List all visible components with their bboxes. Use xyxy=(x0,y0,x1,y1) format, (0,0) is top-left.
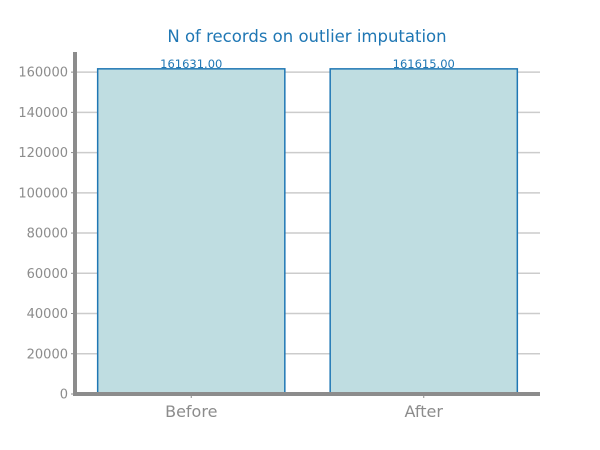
ytick-label: 0 xyxy=(60,388,68,403)
ytick-label: 60000 xyxy=(27,267,68,282)
xtick-label: After xyxy=(405,402,444,421)
ytick-label: 80000 xyxy=(27,227,68,242)
ytick-label: 40000 xyxy=(27,307,68,322)
xtick-label: Before xyxy=(165,402,217,421)
ytick-label: 160000 xyxy=(18,66,68,81)
ytick-label: 140000 xyxy=(18,106,68,121)
tick-and-data-labels: 0 20000 40000 60000 80000 100000 120000 140000 1… xyxy=(18,57,454,421)
bar-after xyxy=(329,68,519,395)
ytick-label: 100000 xyxy=(18,186,68,201)
data-label: 161615.00 xyxy=(393,57,455,71)
ytick-label: 120000 xyxy=(18,146,68,161)
ytick-label: 20000 xyxy=(27,347,68,362)
bar-before xyxy=(96,68,286,395)
data-label: 161631.00 xyxy=(160,57,222,71)
axes xyxy=(71,52,540,398)
chart-title: N of records on outlier imputation xyxy=(167,27,446,46)
bars xyxy=(96,68,519,395)
